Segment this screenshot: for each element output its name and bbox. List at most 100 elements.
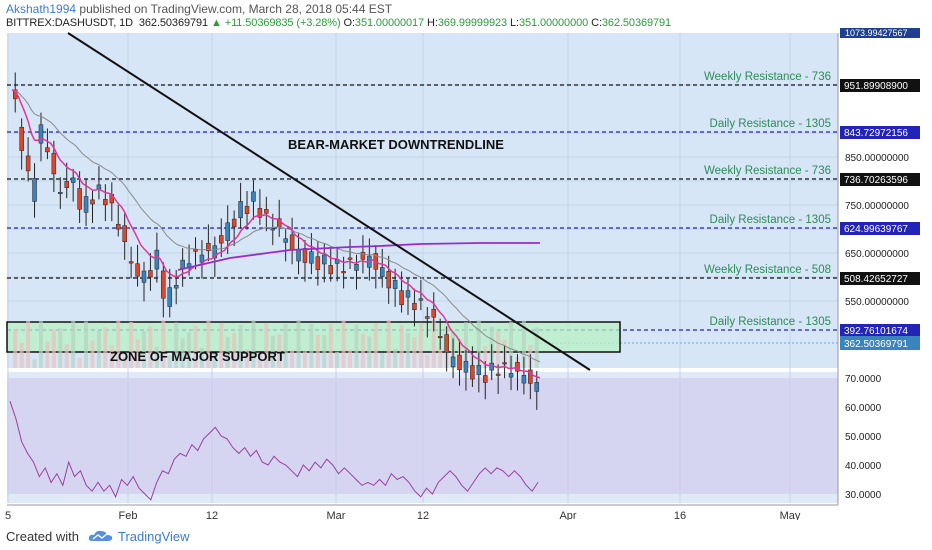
volume-bar: [135, 339, 140, 368]
volume-bar: [174, 322, 179, 368]
candle-body: [412, 302, 417, 311]
volume-bar: [212, 353, 217, 368]
volume-bar: [373, 323, 378, 368]
volume-bar: [296, 320, 301, 368]
candle-body: [521, 375, 527, 384]
open-value: 351.00000017: [354, 17, 425, 29]
time-tick-label: May: [780, 510, 801, 520]
support-annotation: ZONE OF MAJOR SUPPORT: [110, 349, 285, 364]
candle-body: [289, 234, 295, 251]
volume-bar: [476, 320, 481, 368]
volume-bar: [399, 325, 404, 368]
candle-body: [128, 261, 134, 264]
candle-body: [463, 360, 469, 373]
ema-slow-line: [11, 89, 541, 363]
volume-bar: [219, 322, 224, 368]
candle-body: [206, 242, 211, 252]
candle-body: [309, 251, 314, 264]
tradingview-cloud-icon: [88, 530, 113, 541]
candle-body: [534, 382, 540, 392]
time-tick-label: 5: [5, 510, 11, 520]
price-tag-badge: 624.99639767: [840, 222, 920, 235]
candle-body: [341, 271, 346, 274]
volume-bar: [438, 347, 443, 368]
volume-bar: [26, 320, 31, 368]
candle-body: [70, 177, 76, 183]
candle-body: [476, 365, 482, 375]
rsi-tick-label: 50.0000: [845, 432, 882, 443]
publisher-line: Akshath1994 published on TradingView.com…: [6, 2, 392, 16]
ohlc-line: BITTREX:DASHUSDT, 1D 362.50369791 ▲ +11.…: [6, 17, 671, 29]
resistance-label: Daily Resistance - 1305: [710, 214, 831, 226]
price-chart[interactable]: Weekly Resistance - 736 Daily Resistance …: [0, 0, 932, 520]
candle-body: [135, 263, 140, 277]
tradingview-brand[interactable]: TradingView: [118, 529, 190, 544]
volume-bar: [154, 346, 159, 368]
volume-bar: [51, 329, 56, 368]
volume-bar: [521, 320, 526, 368]
price-tag-badge: 736.70263596: [840, 173, 920, 186]
candle-body: [19, 126, 24, 151]
candle-body: [354, 264, 359, 271]
volume-bar: [19, 342, 24, 368]
volume-bar: [309, 323, 314, 368]
volume-bar: [90, 340, 95, 368]
volume-bar: [315, 334, 320, 368]
rsi-tick-label: 30.0000: [845, 490, 882, 501]
volume-bar: [84, 321, 89, 368]
volume-bar: [122, 356, 127, 368]
candle-body: [38, 124, 44, 144]
volume-bar: [354, 324, 359, 368]
candle-body: [167, 287, 173, 307]
resistance-label: Daily Resistance - 1305: [710, 316, 831, 328]
volume-bar: [367, 336, 372, 368]
price-tag-text: 951.89908900: [844, 81, 908, 92]
price-tag-text: 843.72972156: [844, 128, 908, 139]
resistance-label: Daily Resistance - 1305: [710, 118, 831, 130]
candle-body: [489, 362, 494, 371]
price-tick-label: 550.00000000: [845, 297, 909, 308]
candle-body: [302, 248, 308, 263]
candle-body: [270, 228, 276, 231]
rsi-tick-label: 60.0000: [845, 403, 882, 414]
candle-body: [231, 218, 237, 228]
top-price-badge: 1073.99427567: [840, 28, 920, 38]
volume-bar: [193, 325, 198, 368]
candle-body: [470, 365, 475, 380]
volume-bar: [103, 327, 108, 368]
candle-body: [225, 222, 230, 241]
volume-bar: [161, 320, 166, 368]
candle-body: [528, 369, 533, 384]
volume-bar: [418, 322, 423, 368]
candle-body: [173, 284, 179, 289]
current-price-badge: 362.50369791: [840, 336, 920, 350]
time-tick-label: Mar: [327, 510, 346, 520]
created-with-label: Created with: [6, 529, 79, 544]
candle-body: [180, 259, 185, 269]
candle-body: [296, 249, 301, 262]
volume-bar: [232, 333, 237, 368]
candle-body: [148, 270, 153, 278]
volume-bar: [32, 359, 37, 368]
volume-bar: [360, 333, 365, 368]
volume-bar: [251, 320, 256, 368]
volume-bar: [534, 327, 539, 368]
time-tick-label: 12: [206, 510, 218, 520]
symbol-label: BITTREX:DASHUSDT, 1D: [6, 17, 133, 29]
close-value: 362.50369791: [601, 17, 672, 29]
footer: Created with TradingView: [0, 520, 932, 550]
candle-body: [115, 223, 121, 230]
candle-body: [193, 249, 198, 252]
author-name[interactable]: Akshath1994: [6, 2, 77, 16]
volume-bar: [199, 347, 204, 368]
volume-bar: [64, 344, 69, 368]
time-tick-label: Feb: [119, 510, 138, 520]
candle-body: [51, 152, 57, 175]
close-label: C:: [591, 17, 602, 29]
candle-body: [212, 245, 218, 259]
candle-body: [244, 206, 250, 214]
volume-bar: [129, 321, 134, 368]
candle-body: [444, 334, 449, 353]
candle-body: [32, 178, 37, 202]
candle-body: [199, 254, 205, 263]
